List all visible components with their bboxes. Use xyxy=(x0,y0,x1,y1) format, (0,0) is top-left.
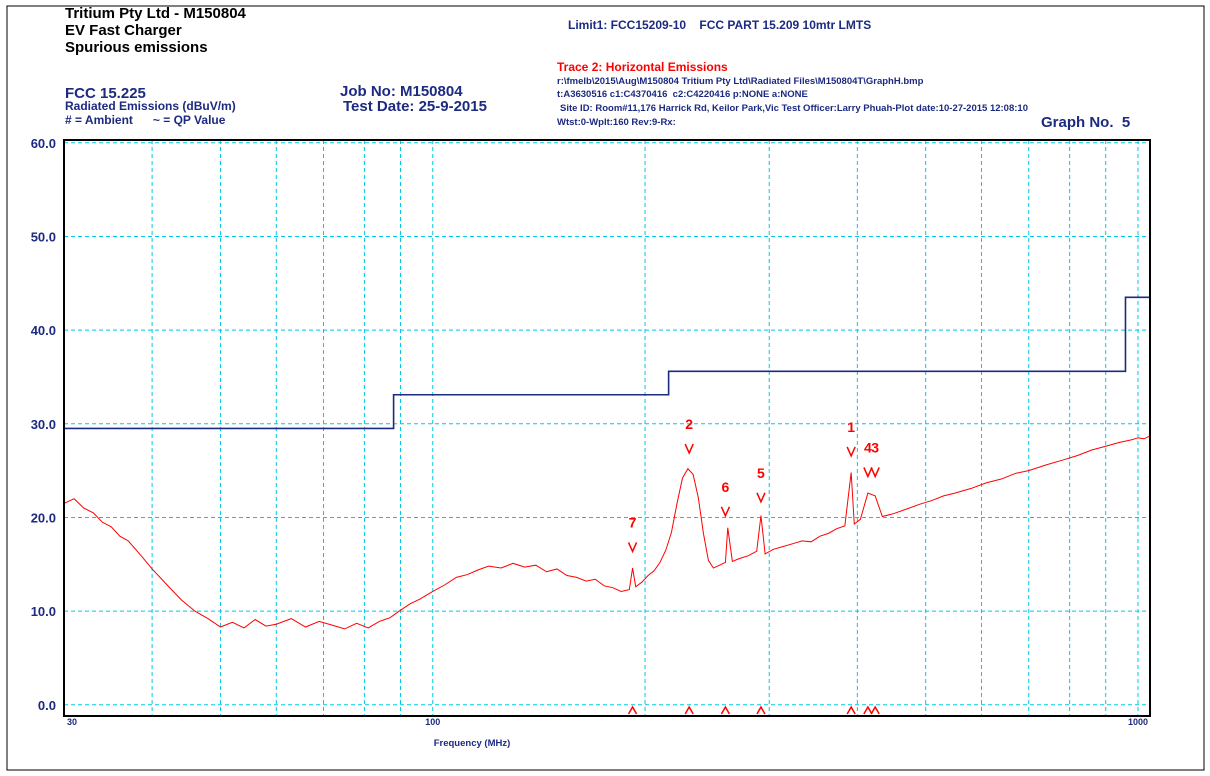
title-line: EV Fast Charger xyxy=(65,22,182,39)
trace-line xyxy=(63,435,1151,630)
marker-symbol xyxy=(846,446,856,458)
marker-label: 7 xyxy=(629,514,637,530)
info-line: t:A3630516 c1:C4370416 c2:C4220416 p:NON… xyxy=(557,89,808,100)
trace-label: Trace 2: Horizontal Emissions xyxy=(557,60,728,74)
marker-symbol xyxy=(863,467,873,479)
x-axis-label: Frequency (MHz) xyxy=(434,738,511,749)
y-tick-label: 30.0 xyxy=(31,417,56,432)
marker-label: 2 xyxy=(685,416,693,432)
job-no: Job No: M150804 xyxy=(340,83,463,100)
info-line: Site ID: Room#11,176 Harrick Rd, Keilor … xyxy=(560,103,1028,114)
y-tick-label: 10.0 xyxy=(31,604,56,619)
marker-label: 3 xyxy=(871,439,879,455)
title-line: Spurious emissions xyxy=(65,39,208,56)
page-border xyxy=(6,5,1205,771)
marker-axis-symbol xyxy=(863,705,873,715)
test-date: Test Date: 25-9-2015 xyxy=(343,98,487,115)
marker-label: 5 xyxy=(757,465,765,481)
marker-axis-symbol xyxy=(756,705,766,715)
units: Radiated Emissions (dBuV/m) xyxy=(65,99,236,113)
limit-label: Limit1: FCC15209-10 FCC PART 15.209 10mt… xyxy=(568,18,871,32)
title-line: Tritium Pty Ltd - M150804 xyxy=(65,5,247,22)
marker-symbol xyxy=(720,506,731,518)
limit-line xyxy=(64,296,1150,430)
y-tick-label: 20.0 xyxy=(31,510,56,525)
marker-axis-symbol xyxy=(720,705,731,715)
info-line: r:\fmelb\2015\Aug\M150804 Tritium Pty Lt… xyxy=(557,76,924,87)
y-tick-label: 40.0 xyxy=(31,323,56,338)
x-tick-label: 1000 xyxy=(1128,717,1148,727)
marker-label: 6 xyxy=(722,479,730,495)
key: # = Ambient ~ = QP Value xyxy=(65,113,226,127)
marker-axis-symbol xyxy=(846,705,856,715)
marker-label: 4 xyxy=(864,439,872,455)
y-tick-label: 0.0 xyxy=(38,698,56,713)
marker-axis-symbol xyxy=(870,705,880,715)
plot-frame xyxy=(63,139,1151,717)
y-tick-label: 60.0 xyxy=(31,136,56,151)
marker-axis-symbol xyxy=(684,705,694,715)
x-tick-label: 100 xyxy=(425,717,440,727)
marker-symbol xyxy=(870,467,880,479)
standard: FCC 15.225 xyxy=(65,85,146,102)
marker-symbol xyxy=(627,542,638,554)
plot: 0.0 10.0 20.0 30.0 40.0 50.0 60.0 30 100 1000 7 2 6 5… xyxy=(31,136,1151,727)
graph-no: Graph No. 5 xyxy=(1041,114,1130,131)
x-tick-label: 30 xyxy=(67,717,77,727)
info-line: Wtst:0-Wplt:160 Rev:9-Rx: xyxy=(557,117,676,128)
marker-label: 1 xyxy=(847,419,855,435)
marker-axis-symbol xyxy=(627,705,638,715)
y-tick-label: 50.0 xyxy=(31,229,56,244)
marker-symbol xyxy=(756,492,766,504)
marker-symbol xyxy=(684,443,694,455)
